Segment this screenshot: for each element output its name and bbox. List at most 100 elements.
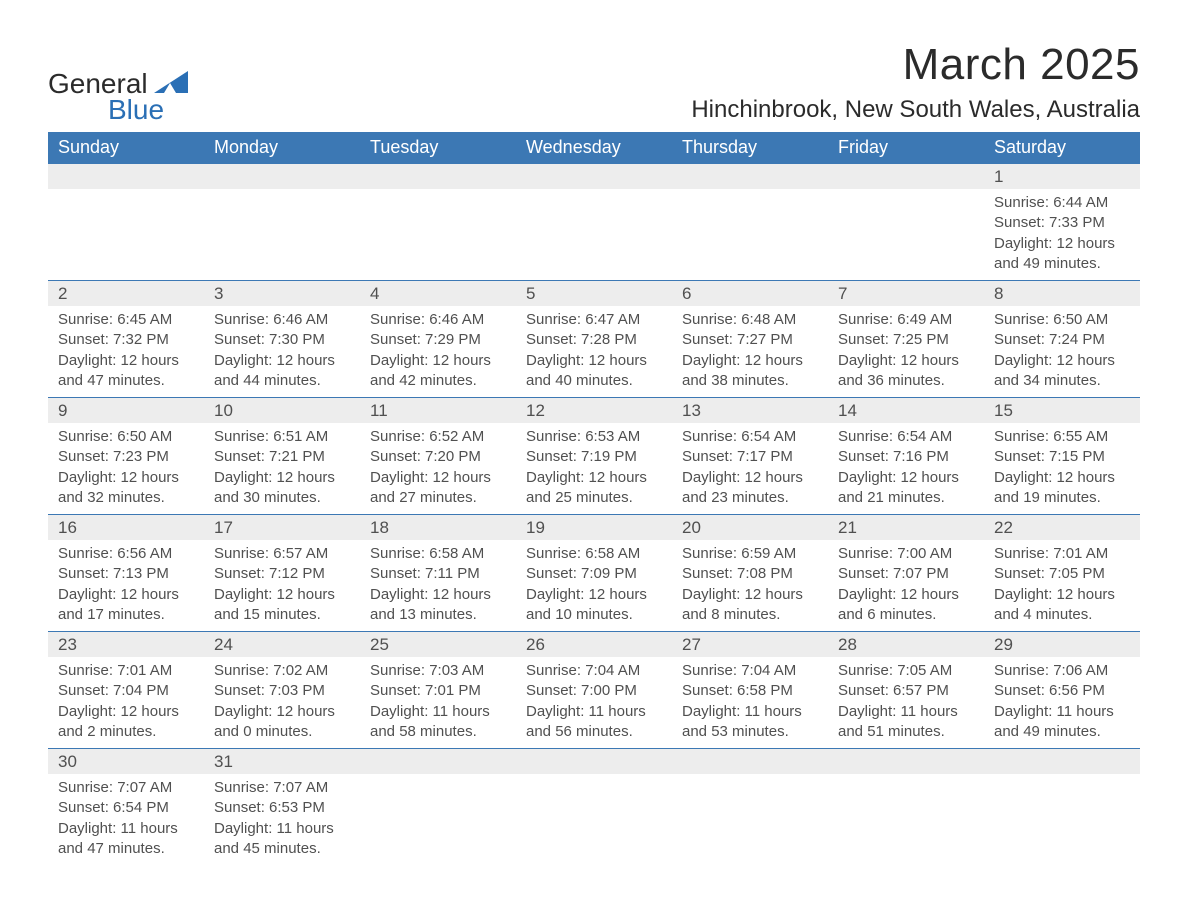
day-detail-cell: Sunrise: 7:07 AMSunset: 6:53 PMDaylight:… bbox=[204, 774, 360, 865]
sunset-text: Sunset: 7:29 PM bbox=[370, 330, 506, 350]
weekday-header: Sunday bbox=[48, 132, 204, 164]
day-detail-cell bbox=[204, 189, 360, 281]
daylight-text: and 47 minutes. bbox=[58, 371, 194, 391]
day-detail-cell: Sunrise: 6:54 AMSunset: 7:17 PMDaylight:… bbox=[672, 423, 828, 515]
day-detail-row: Sunrise: 7:01 AMSunset: 7:04 PM Daylight:… bbox=[48, 657, 1140, 749]
day-number-cell: 31 bbox=[204, 749, 360, 775]
day-number-cell: 14 bbox=[828, 398, 984, 424]
day-number-cell: 3 bbox=[204, 281, 360, 307]
sunrise-text: Sunrise: 6:56 AM bbox=[58, 544, 194, 564]
weekday-header: Saturday bbox=[984, 132, 1140, 164]
sunrise-text: Sunrise: 6:46 AM bbox=[370, 310, 506, 330]
daylight-text: Daylight: 11 hours bbox=[682, 702, 818, 722]
daylight-text: and 42 minutes. bbox=[370, 371, 506, 391]
sunrise-text: Sunrise: 6:58 AM bbox=[526, 544, 662, 564]
daylight-text: Daylight: 12 hours bbox=[58, 468, 194, 488]
day-number-row: 3031 bbox=[48, 749, 1140, 775]
day-detail-cell: Sunrise: 6:56 AMSunset: 7:13 PMDaylight:… bbox=[48, 540, 204, 632]
month-title: March 2025 bbox=[691, 40, 1140, 90]
day-detail-cell: Sunrise: 6:59 AMSunset: 7:08 PMDaylight:… bbox=[672, 540, 828, 632]
daylight-text: Daylight: 12 hours bbox=[838, 351, 974, 371]
sunset-text: Sunset: 7:20 PM bbox=[370, 447, 506, 467]
sunset-text: Sunset: 7:16 PM bbox=[838, 447, 974, 467]
sunrise-text: Sunrise: 7:04 AM bbox=[526, 661, 662, 681]
sunrise-text: Sunrise: 6:47 AM bbox=[526, 310, 662, 330]
day-detail-cell: Sunrise: 6:50 AMSunset: 7:24 PMDaylight:… bbox=[984, 306, 1140, 398]
daylight-text: and 23 minutes. bbox=[682, 488, 818, 508]
weekday-header: Monday bbox=[204, 132, 360, 164]
day-number-cell: 11 bbox=[360, 398, 516, 424]
daylight-text: Daylight: 12 hours bbox=[370, 585, 506, 605]
day-detail-row: Sunrise: 6:50 AMSunset: 7:23 PMDaylight:… bbox=[48, 423, 1140, 515]
daylight-text: and 30 minutes. bbox=[214, 488, 350, 508]
day-detail-cell bbox=[828, 189, 984, 281]
day-detail-cell: Sunrise: 7:00 AMSunset: 7:07 PMDaylight:… bbox=[828, 540, 984, 632]
daylight-text: and 17 minutes. bbox=[58, 605, 194, 625]
location-subtitle: Hinchinbrook, New South Wales, Australia bbox=[691, 96, 1140, 124]
daylight-text: Daylight: 12 hours bbox=[526, 585, 662, 605]
daylight-text: Daylight: 12 hours bbox=[994, 234, 1130, 254]
day-number-cell bbox=[828, 749, 984, 775]
day-number-cell: 21 bbox=[828, 515, 984, 541]
day-number-cell: 12 bbox=[516, 398, 672, 424]
day-number-cell bbox=[360, 749, 516, 775]
daylight-text: Daylight: 12 hours bbox=[214, 468, 350, 488]
sunset-text: Sunset: 7:08 PM bbox=[682, 564, 818, 584]
daylight-text: and 13 minutes. bbox=[370, 605, 506, 625]
day-detail-cell bbox=[828, 774, 984, 865]
sunset-text: Sunset: 7:11 PM bbox=[370, 564, 506, 584]
daylight-text: Daylight: 11 hours bbox=[58, 819, 194, 839]
day-detail-cell: Sunrise: 7:07 AMSunset: 6:54 PMDaylight:… bbox=[48, 774, 204, 865]
day-detail-row: Sunrise: 6:56 AMSunset: 7:13 PMDaylight:… bbox=[48, 540, 1140, 632]
sunrise-text: Sunrise: 6:54 AM bbox=[838, 427, 974, 447]
day-number-cell: 2 bbox=[48, 281, 204, 307]
sunset-text: Sunset: 7:23 PM bbox=[58, 447, 194, 467]
daylight-text: and 47 minutes. bbox=[58, 839, 194, 859]
day-number-row: 9101112131415 bbox=[48, 398, 1140, 424]
sunset-text: Sunset: 7:04 PM bbox=[58, 681, 194, 701]
sunrise-text: Sunrise: 6:44 AM bbox=[994, 193, 1130, 213]
weekday-header: Wednesday bbox=[516, 132, 672, 164]
sunset-text: Sunset: 6:58 PM bbox=[682, 681, 818, 701]
day-detail-row: Sunrise: 6:45 AMSunset: 7:32 PMDaylight:… bbox=[48, 306, 1140, 398]
daylight-text: and 27 minutes. bbox=[370, 488, 506, 508]
day-detail-cell bbox=[516, 774, 672, 865]
daylight-text: and 19 minutes. bbox=[994, 488, 1130, 508]
day-detail-cell: Sunrise: 6:44 AMSunset: 7:33 PMDaylight:… bbox=[984, 189, 1140, 281]
day-detail-cell: Sunrise: 6:52 AMSunset: 7:20 PMDaylight:… bbox=[360, 423, 516, 515]
sunset-text: Sunset: 7:01 PM bbox=[370, 681, 506, 701]
sunrise-text: Sunrise: 7:01 AM bbox=[58, 661, 194, 681]
sunrise-text: Sunrise: 7:03 AM bbox=[370, 661, 506, 681]
sunrise-text: Sunrise: 6:57 AM bbox=[214, 544, 350, 564]
daylight-text: and 44 minutes. bbox=[214, 371, 350, 391]
day-detail-cell: Sunrise: 7:01 AMSunset: 7:04 PMDaylight:… bbox=[48, 657, 204, 749]
day-detail-cell: Sunrise: 7:01 AMSunset: 7:05 PMDaylight:… bbox=[984, 540, 1140, 632]
day-number-cell bbox=[984, 749, 1140, 775]
sunset-text: Sunset: 7:30 PM bbox=[214, 330, 350, 350]
sunrise-text: Sunrise: 6:46 AM bbox=[214, 310, 350, 330]
sunset-text: Sunset: 7:21 PM bbox=[214, 447, 350, 467]
day-number-row: 1 bbox=[48, 164, 1140, 190]
sunset-text: Sunset: 6:57 PM bbox=[838, 681, 974, 701]
daylight-text: Daylight: 11 hours bbox=[214, 819, 350, 839]
day-detail-cell: Sunrise: 7:03 AMSunset: 7:01 PMDaylight:… bbox=[360, 657, 516, 749]
day-number-cell: 1 bbox=[984, 164, 1140, 190]
daylight-text: and 36 minutes. bbox=[838, 371, 974, 391]
sunset-text: Sunset: 7:33 PM bbox=[994, 213, 1130, 233]
daylight-text: Daylight: 11 hours bbox=[370, 702, 506, 722]
day-number-cell: 25 bbox=[360, 632, 516, 658]
header-block: General Blue March 2025 Hinchinbrook, Ne… bbox=[48, 40, 1140, 126]
daylight-text: Daylight: 12 hours bbox=[994, 585, 1130, 605]
daylight-text: Daylight: 12 hours bbox=[994, 468, 1130, 488]
day-detail-cell: Sunrise: 6:46 AMSunset: 7:29 PMDaylight:… bbox=[360, 306, 516, 398]
day-detail-row: Sunrise: 6:44 AMSunset: 7:33 PMDaylight:… bbox=[48, 189, 1140, 281]
day-detail-cell: Sunrise: 7:06 AMSunset: 6:56 PMDaylight:… bbox=[984, 657, 1140, 749]
day-detail-cell: Sunrise: 6:47 AMSunset: 7:28 PMDaylight:… bbox=[516, 306, 672, 398]
daylight-text: Daylight: 11 hours bbox=[994, 702, 1130, 722]
sunset-text: Sunset: 7:03 PM bbox=[214, 681, 350, 701]
daylight-text: Daylight: 12 hours bbox=[214, 702, 350, 722]
day-number-cell: 8 bbox=[984, 281, 1140, 307]
day-number-cell: 10 bbox=[204, 398, 360, 424]
weekday-header: Tuesday bbox=[360, 132, 516, 164]
day-detail-cell: Sunrise: 6:55 AMSunset: 7:15 PMDaylight:… bbox=[984, 423, 1140, 515]
